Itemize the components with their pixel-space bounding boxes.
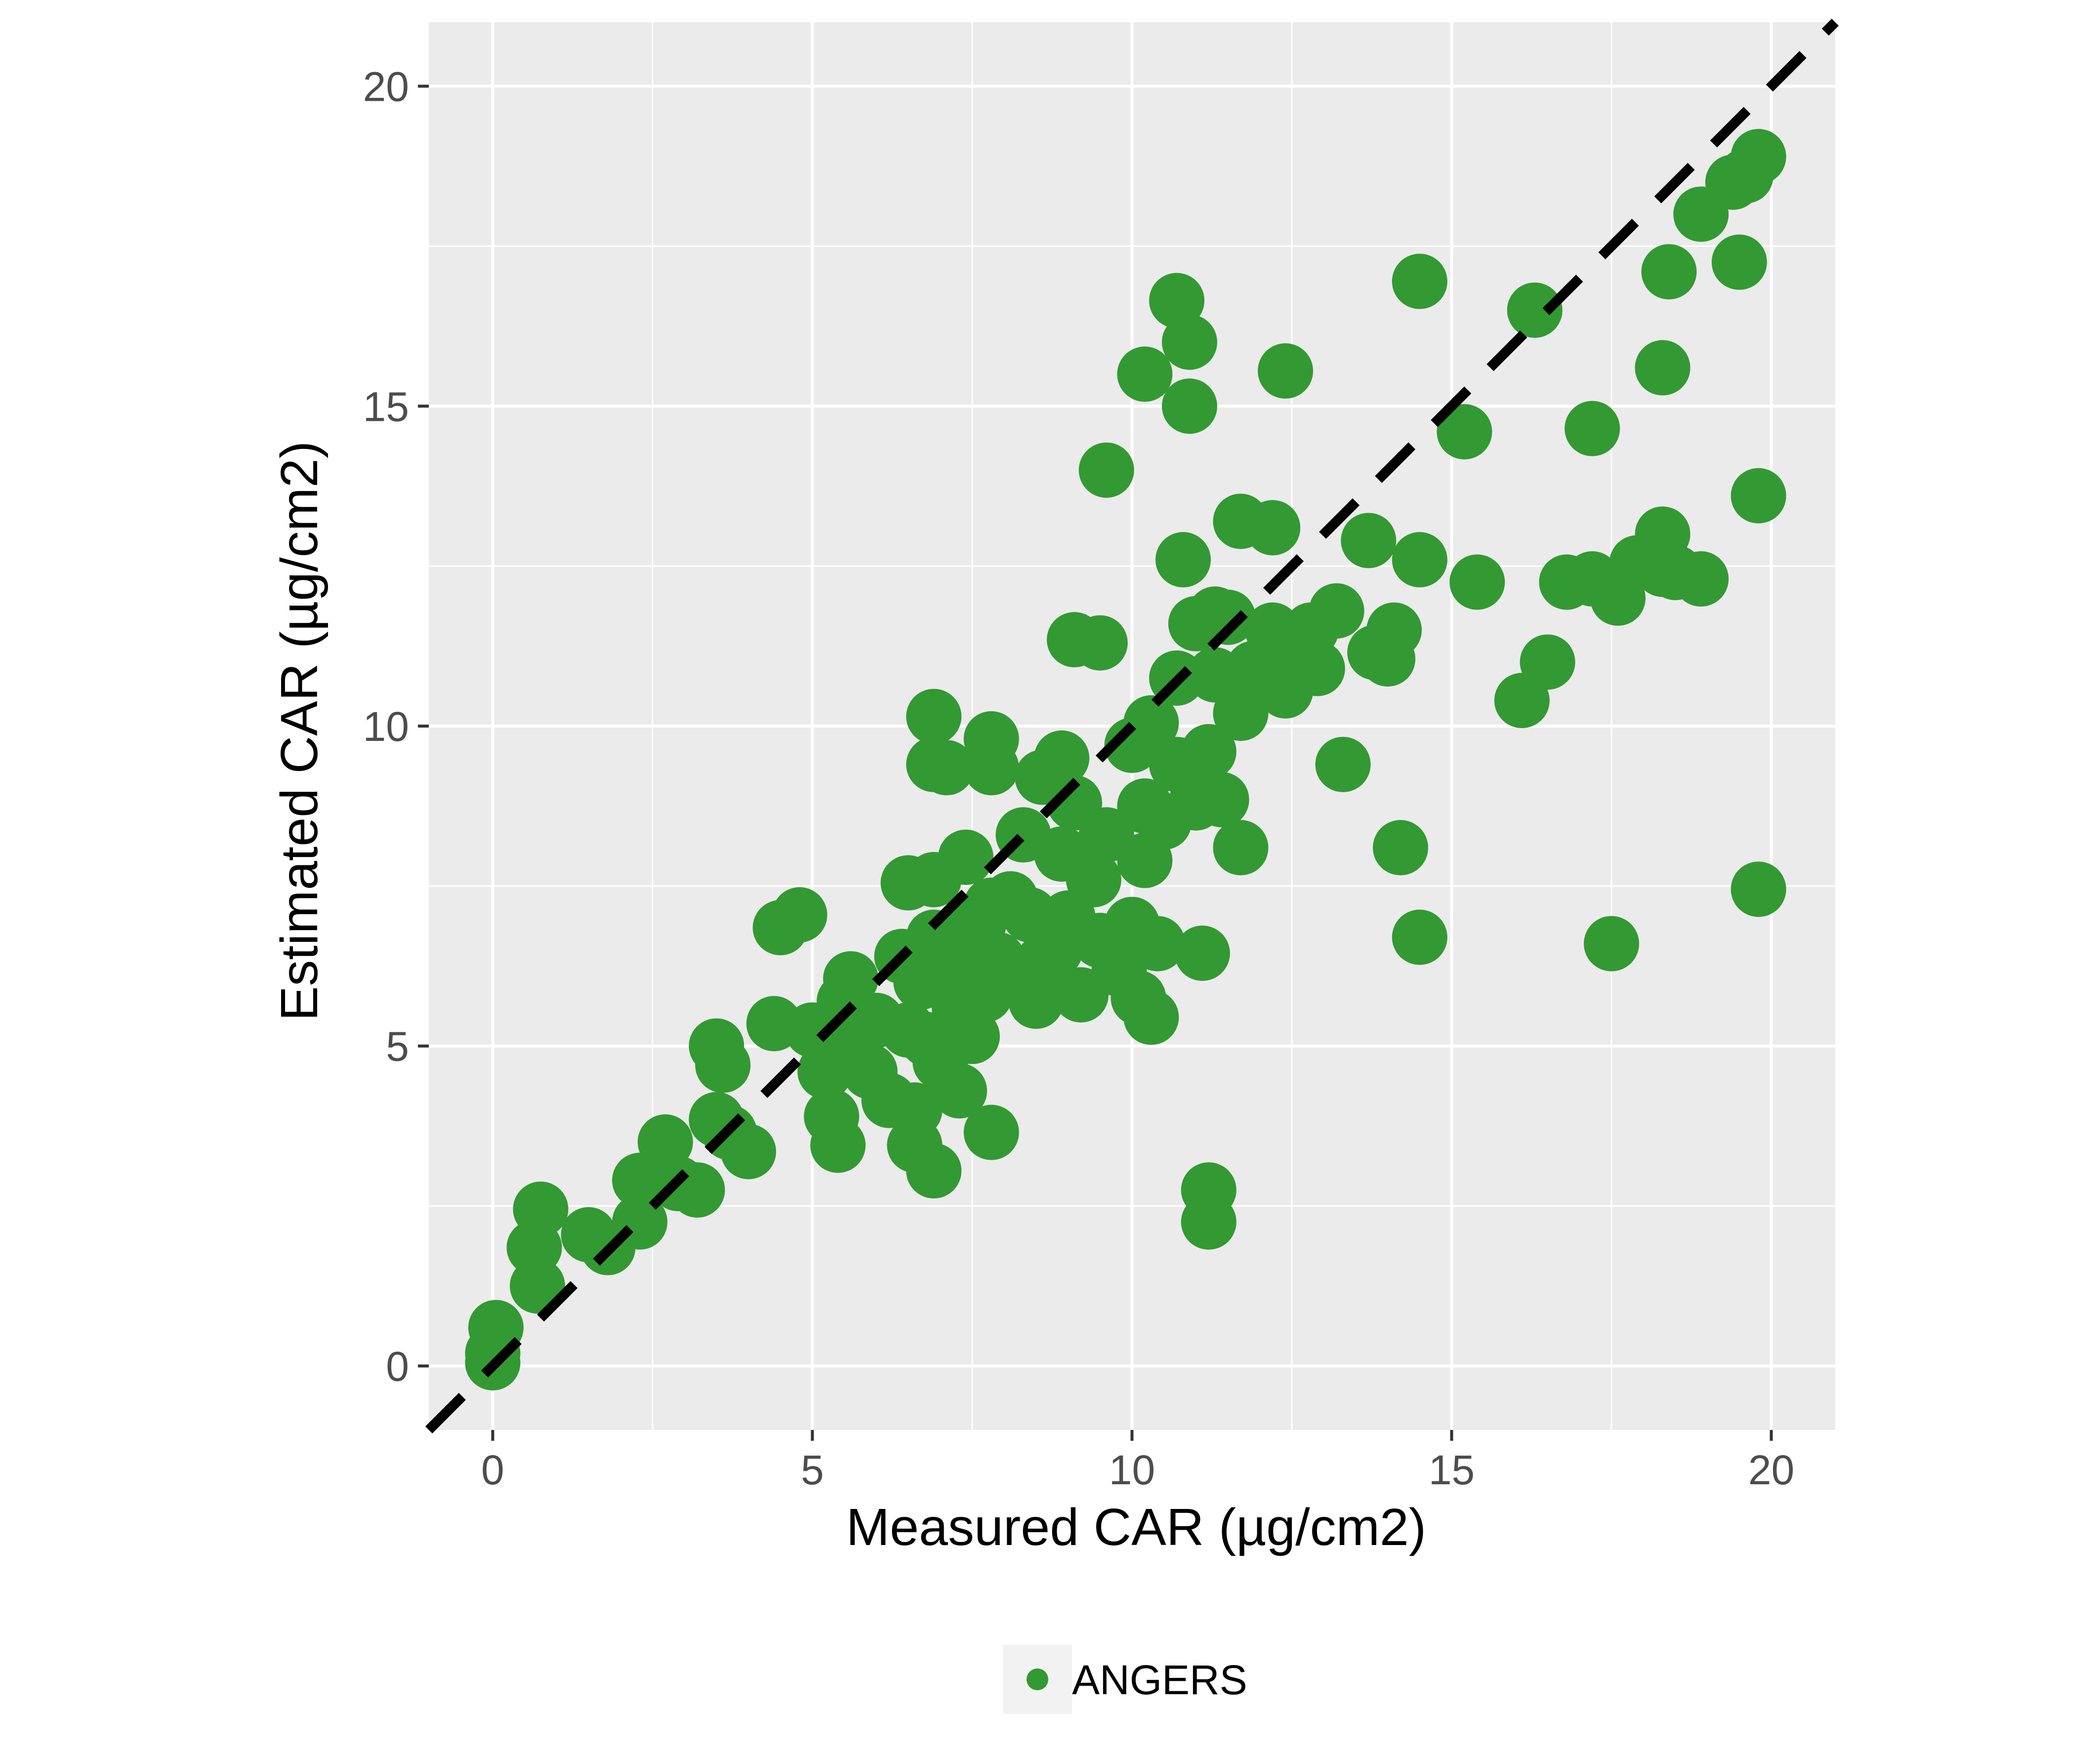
data-point: [1174, 925, 1230, 981]
data-point: [1520, 634, 1575, 690]
y-axis: 0 5 10 15 20: [363, 64, 429, 1389]
data-point: [772, 887, 827, 943]
data-point: [1194, 772, 1249, 827]
data-point: [1181, 724, 1236, 779]
data-point: [919, 740, 975, 796]
data-point: [963, 1104, 1019, 1160]
data-point: [669, 1162, 725, 1218]
legend-label: ANGERS: [1072, 1657, 1247, 1703]
data-point: [1730, 861, 1786, 917]
data-point: [1711, 234, 1767, 290]
data-point: [1341, 513, 1397, 569]
data-point: [1258, 343, 1314, 399]
y-tick-label: 5: [386, 1023, 409, 1070]
data-point: [810, 1117, 866, 1173]
x-tick-label: 15: [1429, 1447, 1475, 1493]
data-point: [1289, 641, 1345, 696]
x-tick-label: 0: [481, 1447, 504, 1493]
data-point: [1181, 1194, 1236, 1250]
data-point: [1635, 340, 1690, 396]
data-point: [1449, 554, 1505, 610]
data-point: [1315, 736, 1371, 792]
legend: ANGERS: [1003, 1645, 1247, 1714]
data-point: [1392, 532, 1447, 588]
data-point: [721, 1124, 777, 1180]
data-point: [906, 1143, 962, 1199]
y-tick-label: 20: [363, 64, 409, 110]
data-point: [1117, 346, 1173, 402]
data-point: [1565, 401, 1620, 456]
data-point: [1392, 253, 1447, 309]
y-tick-label: 15: [363, 383, 409, 430]
data-point: [1245, 500, 1301, 556]
y-axis-title: Estimated CAR (µg/cm2): [270, 441, 329, 1021]
y-tick-label: 0: [386, 1343, 409, 1389]
data-point: [938, 829, 994, 885]
reference-line: [425, 18, 1839, 1434]
data-point: [944, 1009, 1000, 1064]
data-point: [1392, 909, 1447, 965]
data-point: [906, 689, 962, 744]
x-tick-label: 20: [1748, 1447, 1794, 1493]
y-tick-label: 10: [363, 703, 409, 750]
data-point: [468, 1300, 524, 1355]
data-point: [1213, 820, 1269, 876]
data-point: [1161, 314, 1217, 370]
x-axis-title: Measured CAR (µg/cm2): [846, 1498, 1426, 1556]
data-point: [1034, 730, 1090, 786]
data-point: [695, 1037, 751, 1093]
data-point: [1149, 273, 1205, 328]
x-tick-label: 10: [1109, 1447, 1155, 1493]
data-point: [1123, 695, 1179, 751]
legend-key-point: [1027, 1669, 1048, 1690]
data-point: [1366, 602, 1422, 658]
data-point: [1373, 820, 1429, 876]
data-point: [637, 1114, 693, 1170]
data-point: [1130, 916, 1186, 972]
data-point: [1309, 583, 1364, 639]
data-point: [963, 711, 1019, 767]
data-point: [1673, 551, 1729, 607]
data-point: [1161, 378, 1217, 434]
data-point: [932, 1063, 988, 1119]
data-point: [823, 951, 879, 1007]
x-axis: 0 5 10 15 20: [481, 1430, 1794, 1493]
data-point: [1066, 852, 1121, 907]
data-point: [1078, 442, 1134, 498]
data-point: [1584, 916, 1640, 972]
data-point: [1507, 282, 1563, 338]
x-tick-label: 5: [801, 1447, 824, 1493]
data-points: [465, 129, 1786, 1390]
data-point: [1213, 686, 1269, 741]
data-point: [1123, 989, 1179, 1045]
data-point: [1437, 404, 1492, 460]
data-point: [1641, 244, 1697, 300]
data-point: [1200, 589, 1256, 645]
data-point: [1072, 615, 1128, 671]
data-point: [1155, 532, 1211, 588]
data-point: [1730, 468, 1786, 524]
data-point: [1730, 129, 1786, 185]
data-point: [513, 1181, 569, 1237]
